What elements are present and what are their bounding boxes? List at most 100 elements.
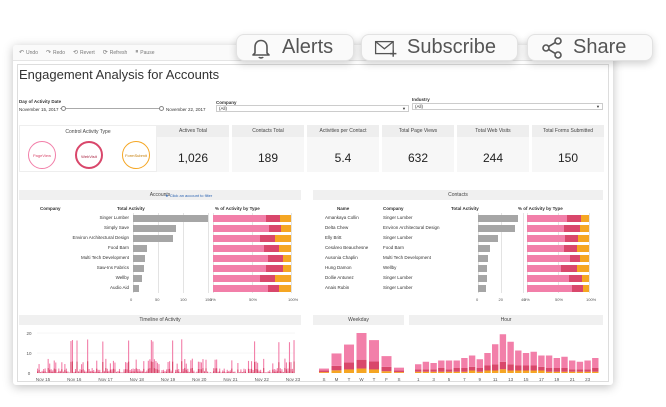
account-pct-segment[interactable] — [280, 225, 291, 232]
account-pct-segment[interactable] — [259, 275, 276, 282]
contact-pct-segment[interactable] — [527, 285, 572, 292]
contact-pct-segment[interactable] — [527, 225, 565, 232]
account-pct-segment[interactable] — [213, 275, 260, 282]
account-total-bar[interactable] — [133, 265, 144, 272]
contact-name[interactable]: Hung Damon — [325, 265, 352, 270]
contact-pct-segment[interactable] — [580, 215, 589, 222]
account-pct-segment[interactable] — [259, 235, 276, 242]
account-company[interactable]: Wellby — [115, 275, 129, 280]
account-company[interactable]: Multi Tech Development — [81, 255, 129, 260]
account-pct-segment[interactable] — [213, 285, 268, 292]
account-total-bar[interactable] — [133, 215, 208, 222]
contact-pct-segment[interactable] — [527, 235, 566, 242]
account-pct-segment[interactable] — [266, 215, 281, 222]
contact-pct-segment[interactable] — [577, 235, 589, 242]
redo-button[interactable]: ↷ Redo — [46, 49, 65, 57]
contact-pct-segment[interactable] — [569, 275, 582, 282]
contact-name[interactable]: Elly Britt — [325, 235, 342, 240]
accounts-filter-hint[interactable]: ★ Click an account to filter — [165, 193, 212, 198]
account-pct-segment[interactable] — [275, 275, 291, 282]
contact-name[interactable]: Amankaya Collin — [325, 215, 359, 220]
date-slider-start-handle[interactable] — [61, 106, 66, 111]
subscribe-button[interactable]: Subscribe — [361, 34, 518, 61]
account-total-bar[interactable] — [133, 245, 147, 252]
alerts-button[interactable]: Alerts — [236, 34, 354, 61]
account-total-bar[interactable] — [133, 225, 176, 232]
account-pct-segment[interactable] — [267, 285, 280, 292]
account-total-bar[interactable] — [133, 235, 173, 242]
account-total-bar[interactable] — [133, 285, 139, 292]
contact-pct-segment[interactable] — [561, 265, 577, 272]
account-pct-segment[interactable] — [213, 245, 264, 252]
contact-total-bar[interactable] — [478, 275, 487, 282]
contact-pct-segment[interactable] — [527, 275, 570, 282]
account-pct-segment[interactable] — [213, 255, 268, 262]
account-pct-segment[interactable] — [269, 225, 281, 232]
contact-total-bar[interactable] — [478, 235, 498, 242]
pageview-toggle[interactable]: PageView — [28, 141, 56, 169]
contact-pct-segment[interactable] — [582, 285, 589, 292]
account-company[interactable]: Simply Save — [103, 225, 129, 230]
share-button[interactable]: Share — [527, 34, 653, 61]
contact-total-bar[interactable] — [478, 265, 487, 272]
timeline-bar — [156, 362, 158, 373]
contact-pct-segment[interactable] — [579, 255, 589, 262]
account-company[interactable]: Audio Aid — [109, 285, 129, 290]
account-pct-segment[interactable] — [275, 235, 291, 242]
contact-pct-segment[interactable] — [527, 255, 571, 262]
account-company[interactable]: Singer Lumber — [99, 215, 129, 220]
pause-button[interactable]: ⏸ Pause — [135, 49, 154, 56]
account-pct-segment[interactable] — [213, 265, 267, 272]
contact-pct-segment[interactable] — [576, 265, 589, 272]
contact-pct-segment[interactable] — [567, 215, 581, 222]
contact-pct-segment[interactable] — [571, 285, 583, 292]
company-select[interactable]: (All) ▼ — [216, 105, 409, 112]
contact-total-bar[interactable] — [478, 255, 488, 262]
undo-button[interactable]: ↶ Undo — [19, 49, 38, 57]
account-company[interactable]: Environ Architectural Design — [72, 235, 129, 240]
webvisit-toggle[interactable]: WebVisit — [75, 141, 103, 169]
timeline-bar — [44, 371, 46, 373]
contact-total-bar[interactable] — [478, 245, 490, 252]
revert-button[interactable]: ⟲ Revert — [73, 49, 95, 57]
timeline-bar — [67, 372, 69, 373]
refresh-button[interactable]: ⟳ Refresh — [103, 49, 128, 57]
contact-pct-segment[interactable] — [581, 275, 589, 282]
account-total-bar[interactable] — [133, 255, 145, 262]
account-pct-segment[interactable] — [213, 225, 270, 232]
contact-name[interactable]: Delta Chew — [325, 225, 349, 230]
account-company[interactable]: Food Barn — [107, 245, 129, 250]
contact-total-bar[interactable] — [478, 225, 515, 232]
account-pct-segment[interactable] — [280, 215, 291, 222]
contact-total-bar[interactable] — [478, 215, 518, 222]
contact-pct-segment[interactable] — [564, 225, 580, 232]
account-total-bar[interactable] — [133, 275, 142, 282]
contact-pct-segment[interactable] — [527, 245, 565, 252]
contact-name[interactable]: Anais Rubin — [325, 285, 350, 290]
contact-pct-segment[interactable] — [565, 235, 578, 242]
contact-pct-segment[interactable] — [579, 225, 589, 232]
account-pct-segment[interactable] — [279, 245, 291, 252]
contact-pct-segment[interactable] — [564, 245, 577, 252]
date-slider-end-handle[interactable] — [159, 106, 164, 111]
contact-pct-segment[interactable] — [527, 215, 568, 222]
contact-pct-segment[interactable] — [576, 245, 589, 252]
account-pct-segment[interactable] — [279, 285, 291, 292]
contact-name[interactable]: Ausonia Chaplin — [325, 255, 358, 260]
account-pct-segment[interactable] — [266, 265, 284, 272]
account-pct-segment[interactable] — [267, 255, 284, 262]
date-slider-track[interactable] — [60, 108, 161, 109]
contact-name[interactable]: Dollie Antunez — [325, 275, 354, 280]
account-company[interactable]: Saw-Ins Fabrics — [96, 265, 129, 270]
formsubmit-toggle[interactable]: FormSubmit — [122, 141, 150, 169]
contact-pct-segment[interactable] — [570, 255, 580, 262]
account-pct-segment[interactable] — [213, 235, 260, 242]
contact-total-bar[interactable] — [478, 285, 486, 292]
account-pct-segment[interactable] — [213, 215, 267, 222]
contact-pct-segment[interactable] — [527, 265, 562, 272]
industry-select[interactable]: (All) ▼ — [412, 103, 603, 110]
account-pct-segment[interactable] — [263, 245, 280, 252]
contact-name[interactable]: Cesáreo Beauchesne — [325, 245, 369, 250]
account-pct-segment[interactable] — [283, 255, 291, 262]
account-pct-segment[interactable] — [283, 265, 291, 272]
